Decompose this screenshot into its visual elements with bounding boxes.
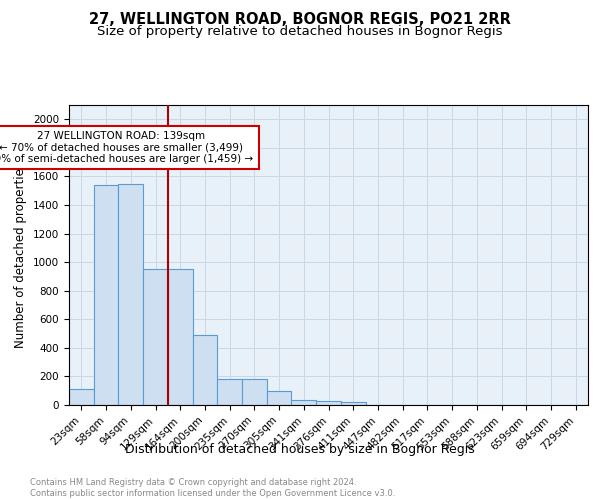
Bar xyxy=(242,378,267,405)
Bar xyxy=(168,270,193,405)
Bar xyxy=(118,184,143,405)
Bar xyxy=(217,378,242,405)
Bar xyxy=(94,185,118,405)
Bar xyxy=(69,390,94,405)
Text: Size of property relative to detached houses in Bognor Regis: Size of property relative to detached ho… xyxy=(97,25,503,38)
Text: Contains HM Land Registry data © Crown copyright and database right 2024.
Contai: Contains HM Land Registry data © Crown c… xyxy=(30,478,395,498)
Bar xyxy=(292,400,316,405)
Bar xyxy=(193,335,217,405)
Text: 27, WELLINGTON ROAD, BOGNOR REGIS, PO21 2RR: 27, WELLINGTON ROAD, BOGNOR REGIS, PO21 … xyxy=(89,12,511,28)
Text: Distribution of detached houses by size in Bognor Regis: Distribution of detached houses by size … xyxy=(125,442,475,456)
Bar xyxy=(267,392,292,405)
Bar xyxy=(341,402,365,405)
Bar xyxy=(143,270,168,405)
Y-axis label: Number of detached properties: Number of detached properties xyxy=(14,162,28,348)
Bar xyxy=(316,402,341,405)
Text: 27 WELLINGTON ROAD: 139sqm
← 70% of detached houses are smaller (3,499)
29% of s: 27 WELLINGTON ROAD: 139sqm ← 70% of deta… xyxy=(0,130,253,164)
